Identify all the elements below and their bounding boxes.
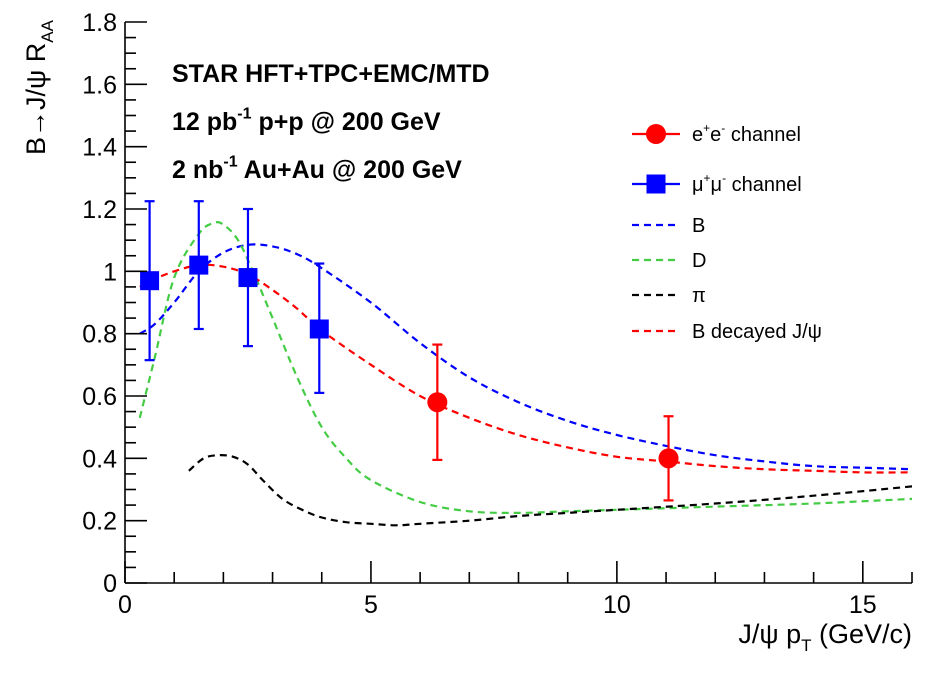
annotation-2: 2 nb-1 Au+Au @ 200 GeV — [172, 154, 462, 184]
x-tick-label: 15 — [849, 591, 877, 619]
ticks-layer: 0 5 10 15 0 0.2 0.4 0.6 0.8 1 1.2 1.4 1.6 1.8 — [82, 9, 913, 619]
y-axis-title: B→J/ψ RAA — [21, 19, 57, 155]
marker-square — [238, 268, 258, 288]
legend-label: B — [692, 215, 705, 237]
y-tick-label: 1.4 — [82, 134, 117, 162]
x-tick-label: 10 — [603, 591, 631, 619]
curve-3 — [139, 263, 912, 474]
point-0-1 — [658, 415, 679, 502]
legend-marker-circle — [646, 124, 666, 144]
y-tick-label: 1.8 — [82, 9, 117, 37]
legend-entry-1: μ+μ- channel — [632, 171, 802, 196]
x-tick-label: 5 — [364, 591, 378, 619]
y-tick-label: 1 — [103, 258, 117, 286]
legend-label: e+e- channel — [692, 121, 801, 146]
legend-layer: e+e- channel μ+μ- channel BDπ B decayed J/ψ — [632, 121, 822, 343]
legend-entry-4: π — [632, 285, 706, 307]
legend-marker-square — [646, 174, 666, 194]
legend-label: B decayed J/ψ — [692, 321, 822, 343]
curve-2 — [188, 454, 912, 527]
legend-label: D — [692, 250, 706, 272]
y-tick-label: 0.8 — [82, 321, 117, 349]
curves-layer — [138, 220, 912, 527]
titles-layer: J/ψ pT (GeV/c) B→J/ψ RAA — [21, 19, 912, 655]
marker-square — [309, 319, 329, 339]
marker-square — [140, 271, 160, 291]
points-layer — [140, 200, 679, 502]
point-1-1 — [189, 200, 209, 331]
legend-label: π — [692, 285, 706, 307]
legend-entry-5: B decayed J/ψ — [632, 321, 822, 343]
y-tick-label: 0 — [103, 570, 117, 598]
y-tick-label: 1.6 — [82, 71, 117, 99]
annotation-0: STAR HFT+TPC+EMC/MTD — [172, 60, 490, 88]
point-0-0 — [427, 343, 448, 461]
legend-label: μ+μ- channel — [692, 171, 802, 196]
point-1-0 — [140, 200, 160, 362]
legend-entry-0: e+e- channel — [632, 121, 801, 146]
y-tick-label: 0.4 — [82, 445, 117, 473]
marker-circle — [658, 448, 679, 469]
marker-circle — [427, 392, 448, 413]
y-tick-label: 0.2 — [82, 508, 117, 536]
legend-entry-2: B — [632, 215, 705, 237]
point-1-2 — [238, 207, 258, 348]
x-tick-label: 0 — [118, 591, 132, 619]
legend-entry-3: D — [632, 250, 706, 272]
x-axis-title: J/ψ pT (GeV/c) — [738, 619, 912, 655]
y-tick-label: 1.2 — [82, 196, 117, 224]
annotations-layer: STAR HFT+TPC+EMC/MTD 12 pb-1 p+p @ 200 Ge… — [172, 60, 490, 184]
point-1-3 — [309, 262, 329, 394]
marker-square — [189, 255, 209, 275]
annotation-1: 12 pb-1 p+p @ 200 GeV — [172, 106, 441, 136]
y-tick-label: 0.6 — [82, 383, 117, 411]
